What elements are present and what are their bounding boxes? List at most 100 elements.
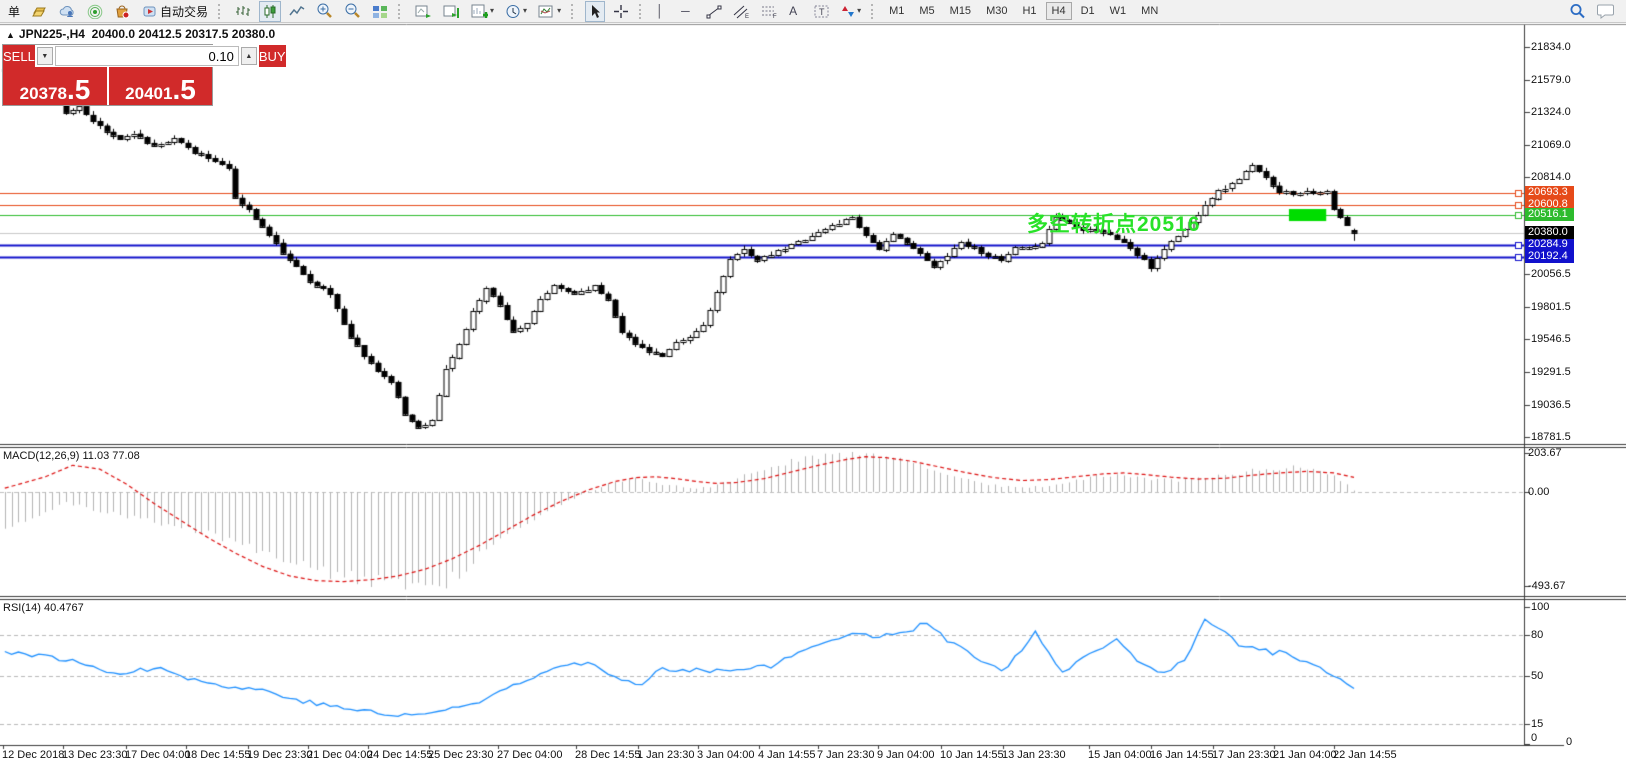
sell-price-button[interactable]: 20378.5	[3, 67, 107, 105]
volume-input[interactable]	[54, 46, 239, 66]
template-icon	[538, 5, 553, 17]
collapse-marker-icon[interactable]: ▲	[6, 30, 15, 40]
time-axis-label: 16 Jan 14:55	[1150, 749, 1214, 761]
fibonacci-tool[interactable]: F	[758, 1, 781, 22]
price-axis-tick: 19546.5	[1531, 333, 1571, 346]
timeframe-button-MN[interactable]: MN	[1141, 5, 1159, 17]
period-clock-button[interactable]: ▾	[502, 1, 530, 22]
svg-text:F: F	[773, 14, 777, 19]
vertical-line-tool[interactable]: │	[656, 4, 664, 18]
svg-text:E: E	[745, 14, 749, 19]
price-axis-tick: 21324.0	[1531, 106, 1571, 119]
trendline-tool[interactable]	[703, 1, 725, 22]
new-chart-icon	[471, 4, 489, 18]
buy-price-frac: .5	[172, 74, 196, 106]
current-price-tag: 20380.0	[1525, 226, 1574, 239]
crosshair-tool-icon[interactable]	[610, 1, 632, 22]
line-chart-mode-icon[interactable]	[286, 1, 308, 22]
new-order-button[interactable]: 单	[8, 4, 21, 19]
price-axis-tick: 21579.0	[1531, 73, 1571, 86]
rsi-axis-tick: 100	[1531, 601, 1550, 613]
price-axis-tick: 21834.0	[1531, 41, 1571, 53]
volume-increase-button[interactable]: ▲	[240, 47, 257, 65]
hline-price-tag: 20693.3	[1525, 186, 1574, 199]
hline-price-tag: 20192.4	[1525, 250, 1574, 263]
symbol-period-label: JPN225-,H4	[18, 27, 85, 41]
market-icon[interactable]	[111, 1, 134, 22]
price-axis-tick: 19801.5	[1531, 300, 1571, 313]
candlestick-mode-icon[interactable]	[259, 0, 282, 22]
search-icon[interactable]	[1566, 1, 1589, 22]
equidistant-channel-tool[interactable]: E	[730, 1, 753, 22]
timeframe-button-D1[interactable]: D1	[1080, 5, 1095, 17]
buy-button[interactable]: BUY	[258, 45, 286, 67]
svg-text:T: T	[819, 7, 825, 17]
sell-price-main: 20378	[19, 84, 67, 103]
chart-annotation: 多空转折点20516	[1027, 213, 1201, 236]
cursor-tool-icon[interactable]	[585, 0, 606, 22]
main-toolbar: 单 自动交易 ▾ ▾	[0, 0, 1626, 23]
community-icon[interactable]	[56, 1, 79, 22]
text-label-tool[interactable]: T	[811, 1, 833, 22]
hline-price-tag: 20516.1	[1525, 208, 1574, 221]
time-axis-label: 13 Jan 23:30	[1002, 749, 1066, 761]
time-axis-label: 17 Dec 04:00	[125, 749, 191, 761]
chat-icon[interactable]	[1594, 1, 1618, 22]
timeframe-button-H1[interactable]: H1	[1022, 5, 1037, 17]
timeframe-button-H4[interactable]: H4	[1045, 2, 1072, 20]
arrows-icon	[842, 5, 855, 17]
timeframe-button-M30[interactable]: M30	[986, 5, 1008, 17]
hline-price-tag: 20600.8	[1525, 198, 1574, 211]
signals-icon[interactable]	[84, 1, 106, 22]
macd-label: MACD(12,26,9) 11.03 77.08	[3, 450, 140, 462]
toolbar-separator	[871, 3, 875, 19]
timeframe-button-W1[interactable]: W1	[1109, 5, 1127, 17]
text-tool[interactable]: A	[789, 4, 798, 18]
one-click-trade-panel: SELL ▼ ▲ BUY 20378.5 20401.5	[2, 44, 286, 106]
price-axis-tick: 18781.5	[1531, 431, 1571, 444]
zoom-in-icon[interactable]	[313, 1, 336, 22]
time-axis-label: 10 Jan 14:55	[940, 749, 1004, 761]
auto-scroll-icon[interactable]	[412, 1, 435, 22]
new-chart-button[interactable]: ▾	[468, 1, 497, 22]
price-axis-tick: 19036.5	[1531, 398, 1571, 411]
price-axis-tick: 20056.5	[1531, 268, 1571, 281]
rsi-zero-corner-label: 0	[1566, 736, 1573, 748]
volume-decrease-button[interactable]: ▼	[36, 47, 53, 65]
toolbar-separator	[398, 3, 402, 19]
rsi-axis-tick: 80	[1531, 628, 1544, 641]
volume-stepper: ▼ ▲	[34, 45, 259, 67]
price-axis-tick: 19291.5	[1531, 365, 1571, 378]
bar-chart-mode-icon[interactable]	[232, 1, 254, 22]
deposit-icon[interactable]	[28, 1, 51, 22]
tile-windows-icon[interactable]	[369, 1, 391, 22]
zoom-out-icon[interactable]	[341, 1, 364, 22]
time-axis-label: 13 Dec 23:30	[62, 749, 128, 761]
time-axis-label: 17 Jan 23:30	[1212, 749, 1276, 761]
chart-title: ▲ JPN225-,H4 20400.0 20412.5 20317.5 2038…	[6, 27, 275, 41]
autotrading-icon	[143, 6, 156, 16]
dropdown-caret-icon: ▾	[857, 6, 862, 15]
horizontal-line-tool[interactable]: ─	[681, 4, 690, 18]
time-axis-label: 27 Dec 04:00	[497, 749, 563, 761]
sell-button[interactable]: SELL	[3, 45, 35, 67]
template-button[interactable]: ▾	[535, 1, 564, 22]
timeframe-button-M1[interactable]: M1	[889, 5, 905, 17]
time-axis-label: 18 Dec 14:55	[185, 749, 251, 761]
rsi-axis-tick: 15	[1531, 718, 1544, 731]
time-axis-label: 28 Dec 14:55	[575, 749, 641, 761]
arrows-tool[interactable]: ▾	[838, 1, 864, 22]
macd-axis-tick: 203.67	[1528, 447, 1562, 460]
timeframe-button-M15[interactable]: M15	[949, 5, 972, 17]
sell-price-frac: .5	[66, 74, 91, 106]
timeframe-button-M5[interactable]: M5	[919, 5, 935, 17]
time-axis-label: 1 Jan 23:30	[637, 749, 695, 761]
time-axis-label: 4 Jan 14:55	[758, 749, 816, 761]
buy-price-button[interactable]: 20401.5	[109, 67, 212, 105]
time-axis-label: 3 Jan 04:00	[697, 749, 755, 761]
autotrading-button[interactable]: 自动交易	[139, 1, 211, 22]
price-axis-tick: 21069.0	[1531, 138, 1571, 151]
chart-shift-icon[interactable]	[440, 1, 463, 22]
time-axis-label: 21 Jan 04:00	[1273, 749, 1337, 761]
